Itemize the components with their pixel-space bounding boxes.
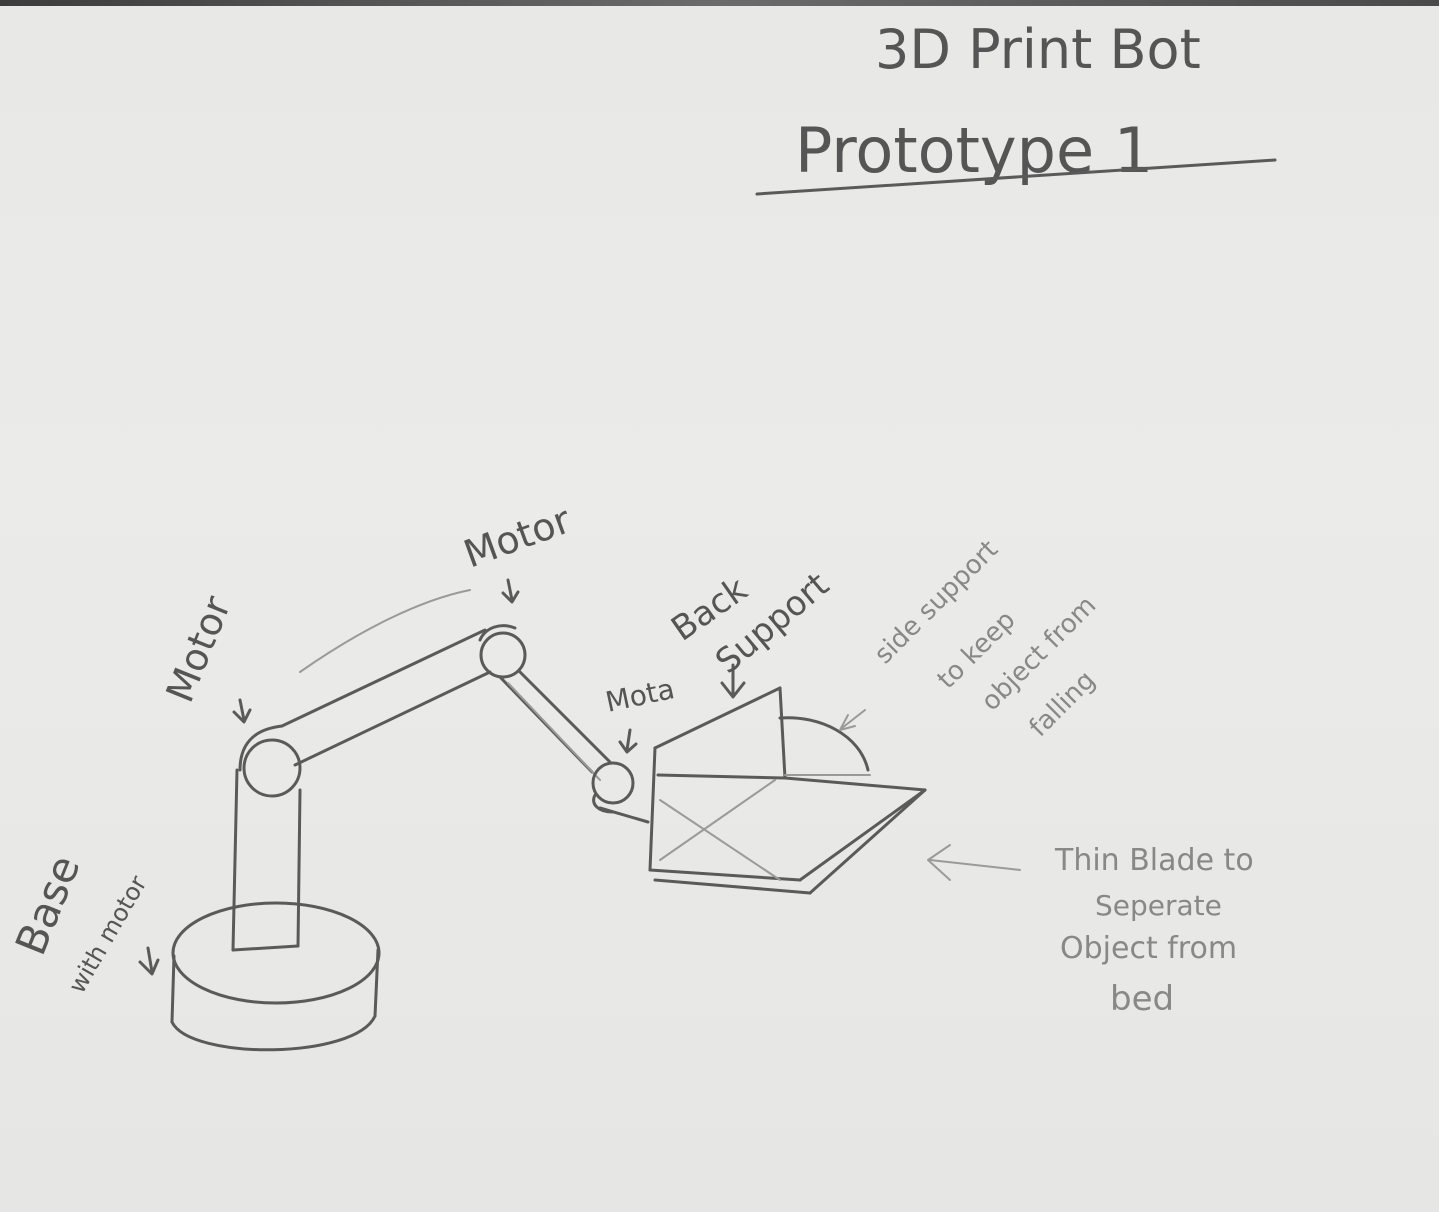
label-blade-2: Seperate: [1095, 889, 1222, 922]
label-motor-left: Motor: [158, 590, 240, 709]
shoulder-joint: [238, 724, 302, 798]
label-motor-top: Motor: [458, 497, 577, 576]
label-motor-small: Mota: [603, 672, 678, 719]
elbow-joint: [478, 624, 527, 679]
upper-arm: [280, 589, 492, 767]
label-blade-1: Thin Blade to: [1054, 843, 1254, 878]
scoop-end-effector: [648, 686, 927, 895]
title-line-2: Prototype 1: [795, 114, 1153, 187]
label-base-1: Base: [6, 849, 90, 962]
label-blade-3: Object from: [1060, 931, 1237, 966]
photo-edge: [0, 0, 1439, 6]
label-blade-4: bed: [1110, 979, 1174, 1019]
title-line-1: 3D Print Bot: [875, 18, 1201, 81]
base-cylinder: [170, 901, 381, 1052]
annotation-arrows: [138, 578, 1021, 976]
title-underline: [755, 158, 1277, 196]
forearm: [498, 670, 612, 781]
vertical-column: [231, 768, 302, 952]
wrist-joint: [591, 761, 650, 824]
